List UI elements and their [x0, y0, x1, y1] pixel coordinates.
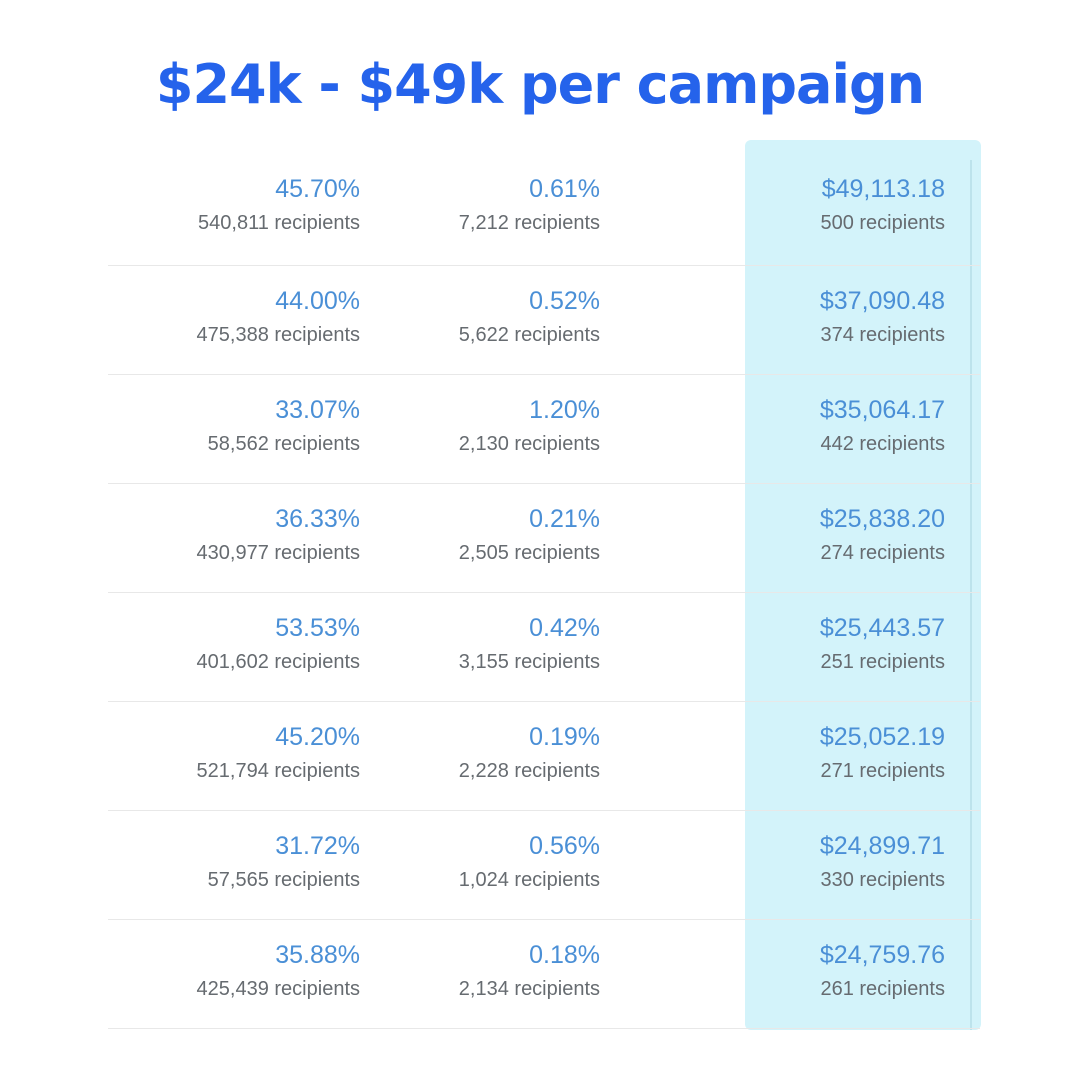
campaign-table: 45.70% 540,811 recipients 0.61% 7,212 re… — [108, 140, 980, 1029]
revenue-recipients: 330 recipients — [820, 869, 945, 891]
click-recipients: 2,134 recipients — [458, 978, 600, 1000]
click-rate-cell: 0.21% 2,505 recipients — [459, 504, 600, 566]
click-rate-cell: 0.61% 7,212 recipients — [459, 174, 600, 236]
click-rate-value[interactable]: 0.52% — [529, 287, 600, 315]
click-recipients: 3,155 recipients — [458, 651, 600, 673]
click-rate-value[interactable]: 0.19% — [529, 723, 600, 751]
open-rate-cell: 53.53% 401,602 recipients — [197, 613, 360, 675]
click-recipients: 5,622 recipients — [458, 324, 600, 346]
revenue-value[interactable]: $24,899.71 — [819, 832, 945, 860]
revenue-cell: $37,090.48 374 recipients — [820, 286, 945, 348]
revenue-recipients: 271 recipients — [820, 760, 945, 782]
open-rate-cell: 31.72% 57,565 recipients — [208, 831, 360, 893]
open-recipients: 540,811 recipients — [198, 212, 360, 234]
click-rate-cell: 0.42% 3,155 recipients — [459, 613, 600, 675]
click-recipients: 2,130 recipients — [458, 433, 600, 455]
revenue-cell: $24,759.76 261 recipients — [820, 940, 945, 1002]
open-rate-cell: 36.33% 430,977 recipients — [197, 504, 360, 566]
open-recipients: 475,388 recipients — [196, 324, 360, 346]
table-row: 36.33% 430,977 recipients 0.21% 2,505 re… — [108, 484, 980, 593]
click-recipients: 2,228 recipients — [458, 760, 600, 782]
open-rate-cell: 44.00% 475,388 recipients — [197, 286, 360, 348]
click-recipients: 2,505 recipients — [458, 542, 600, 564]
open-rate-cell: 45.70% 540,811 recipients — [198, 174, 360, 236]
revenue-value[interactable]: $25,443.57 — [819, 614, 945, 642]
revenue-cell: $24,899.71 330 recipients — [820, 831, 945, 893]
revenue-value[interactable]: $49,113.18 — [821, 175, 945, 203]
click-rate-cell: 0.52% 5,622 recipients — [459, 286, 600, 348]
revenue-column-highlight — [745, 140, 981, 1030]
click-rate-value[interactable]: 1.20% — [529, 396, 600, 424]
revenue-cell: $49,113.18 500 recipients — [820, 174, 945, 236]
click-rate-value[interactable]: 0.56% — [529, 832, 600, 860]
open-rate-value[interactable]: 33.07% — [275, 396, 360, 424]
revenue-recipients: 261 recipients — [820, 978, 945, 1000]
click-rate-value[interactable]: 0.18% — [529, 941, 600, 969]
table-row: 35.88% 425,439 recipients 0.18% 2,134 re… — [108, 920, 980, 1029]
open-recipients: 521,794 recipients — [196, 760, 360, 782]
revenue-cell: $25,838.20 274 recipients — [820, 504, 945, 566]
table-row: 53.53% 401,602 recipients 0.42% 3,155 re… — [108, 593, 980, 702]
open-rate-value[interactable]: 44.00% — [275, 287, 360, 315]
revenue-value[interactable]: $24,759.76 — [819, 941, 945, 969]
revenue-value[interactable]: $25,838.20 — [819, 505, 945, 533]
click-recipients: 7,212 recipients — [458, 212, 600, 234]
revenue-cell: $35,064.17 442 recipients — [820, 395, 945, 457]
revenue-recipients: 442 recipients — [820, 433, 945, 455]
click-rate-cell: 0.56% 1,024 recipients — [459, 831, 600, 893]
table-row: 45.70% 540,811 recipients 0.61% 7,212 re… — [108, 140, 980, 266]
click-rate-value[interactable]: 0.61% — [529, 175, 600, 203]
revenue-value[interactable]: $35,064.17 — [819, 396, 945, 424]
open-rate-value[interactable]: 31.72% — [275, 832, 360, 860]
table-row: 33.07% 58,562 recipients 1.20% 2,130 rec… — [108, 375, 980, 484]
revenue-recipients: 374 recipients — [820, 324, 945, 346]
revenue-value[interactable]: $37,090.48 — [819, 287, 945, 315]
table-row: 44.00% 475,388 recipients 0.52% 5,622 re… — [108, 266, 980, 375]
open-rate-cell: 45.20% 521,794 recipients — [197, 722, 360, 784]
open-recipients: 58,562 recipients — [207, 433, 360, 455]
open-recipients: 425,439 recipients — [196, 978, 360, 1000]
open-rate-value[interactable]: 35.88% — [275, 941, 360, 969]
click-recipients: 1,024 recipients — [458, 869, 600, 891]
headline: $24k - $49k per campaign — [155, 53, 925, 116]
revenue-recipients: 251 recipients — [820, 651, 945, 673]
open-recipients: 430,977 recipients — [196, 542, 360, 564]
open-rate-value[interactable]: 45.70% — [275, 175, 360, 203]
open-rate-value[interactable]: 36.33% — [275, 505, 360, 533]
revenue-cell: $25,443.57 251 recipients — [820, 613, 945, 675]
revenue-cell: $25,052.19 271 recipients — [820, 722, 945, 784]
column-divider — [970, 160, 972, 1030]
open-recipients: 401,602 recipients — [196, 651, 360, 673]
click-rate-cell: 0.18% 2,134 recipients — [459, 940, 600, 1002]
open-recipients: 57,565 recipients — [207, 869, 360, 891]
revenue-recipients: 274 recipients — [820, 542, 945, 564]
open-rate-cell: 33.07% 58,562 recipients — [208, 395, 360, 457]
table-row: 31.72% 57,565 recipients 0.56% 1,024 rec… — [108, 811, 980, 920]
click-rate-cell: 0.19% 2,228 recipients — [459, 722, 600, 784]
click-rate-value[interactable]: 0.42% — [529, 614, 600, 642]
open-rate-cell: 35.88% 425,439 recipients — [197, 940, 360, 1002]
open-rate-value[interactable]: 45.20% — [275, 723, 360, 751]
table-row: 45.20% 521,794 recipients 0.19% 2,228 re… — [108, 702, 980, 811]
click-rate-value[interactable]: 0.21% — [529, 505, 600, 533]
open-rate-value[interactable]: 53.53% — [275, 614, 360, 642]
click-rate-cell: 1.20% 2,130 recipients — [459, 395, 600, 457]
revenue-recipients: 500 recipients — [820, 212, 945, 234]
revenue-value[interactable]: $25,052.19 — [819, 723, 945, 751]
